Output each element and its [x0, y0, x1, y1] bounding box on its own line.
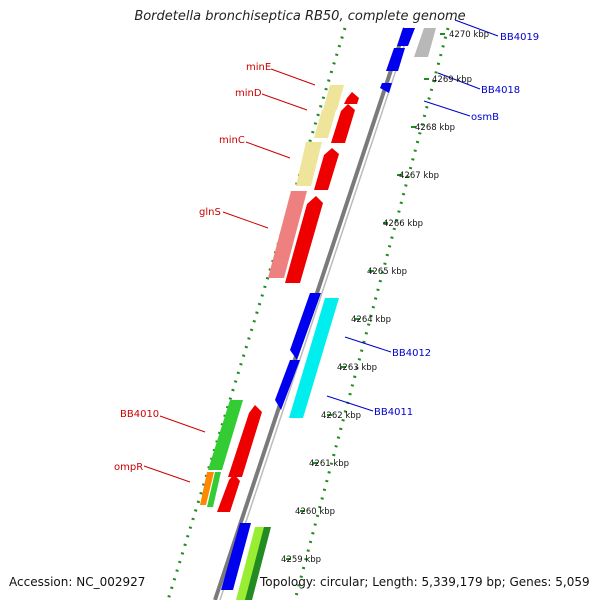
- cds-mine[interactable]: [344, 92, 359, 104]
- cds-bb4018[interactable]: [386, 48, 405, 71]
- scale-label-4265: 4265 kbp: [367, 267, 407, 277]
- topology-text: Topology: circular; Length: 5,339,179 bp…: [260, 575, 590, 589]
- scale-label-4259: 4259 kbp: [281, 555, 321, 565]
- leader-bb4010: [159, 415, 206, 433]
- scale-label-4269: 4269 kbp: [432, 75, 472, 85]
- cds-mind[interactable]: [331, 104, 355, 143]
- scale-label-4266: 4266 kbp: [383, 219, 423, 229]
- scale-label-4268: 4268 kbp: [415, 123, 455, 133]
- scale-label-4270: 4270 kbp: [449, 30, 489, 40]
- cds-bb4012-b[interactable]: [275, 360, 300, 410]
- leader-ompr: [143, 465, 191, 483]
- gray-feature: [414, 28, 436, 57]
- cds-bb4012-a[interactable]: [290, 293, 321, 360]
- scale-label-4262: 4262 kbp: [321, 411, 361, 421]
- leader-mine: [270, 68, 316, 86]
- leader-minc: [245, 141, 291, 159]
- cog-bottom-darkgreen: [245, 527, 271, 600]
- cds-bb4019[interactable]: [397, 28, 415, 46]
- cog-ompr-green: [207, 472, 221, 507]
- scale-label-4261: 4261 kbp: [309, 459, 349, 469]
- cds-bottom-blue[interactable]: [221, 523, 251, 590]
- cds-osmb[interactable]: [380, 83, 392, 93]
- gene-label-osmb[interactable]: osmB: [471, 112, 499, 123]
- gene-label-bb4018[interactable]: BB4018: [481, 85, 520, 96]
- cds-glns[interactable]: [285, 196, 323, 283]
- leader-bb4011: [326, 395, 374, 412]
- leader-glns: [222, 211, 269, 229]
- scale-label-4264: 4264 kbp: [351, 315, 391, 325]
- scale-label-4260: 4260 kbp: [295, 507, 335, 517]
- map-title: Bordetella bronchiseptica RB50, complete…: [134, 9, 466, 24]
- gene-label-minc[interactable]: minC: [219, 135, 245, 146]
- cds-bb4010[interactable]: [228, 405, 262, 477]
- backbone-light: [219, 27, 411, 600]
- cog-mine: [323, 85, 344, 110]
- cog-minc: [296, 142, 322, 186]
- scale-ticks: [286, 33, 445, 560]
- cds-ompr[interactable]: [217, 474, 240, 512]
- cds-minc[interactable]: [314, 148, 339, 190]
- cog-ompr-orange: [200, 472, 214, 505]
- gene-label-mind[interactable]: minD: [235, 88, 262, 99]
- gene-label-glns[interactable]: glnS: [199, 207, 221, 218]
- cog-mind: [314, 110, 336, 138]
- cog-bb4010: [208, 400, 243, 470]
- gene-label-mine[interactable]: minE: [246, 62, 271, 73]
- leader-bb4018: [437, 72, 481, 90]
- leader-osmb: [423, 100, 471, 117]
- leader-bb4012: [344, 336, 392, 353]
- gene-label-bb4010[interactable]: BB4010: [120, 409, 159, 420]
- scale-label-4263: 4263 kbp: [337, 363, 377, 373]
- gene-label-bb4019[interactable]: BB4019: [500, 32, 539, 43]
- gene-label-bb4011[interactable]: BB4011: [374, 407, 413, 418]
- leader-bb4019: [454, 19, 499, 37]
- scale-label-4267: 4267 kbp: [399, 171, 439, 181]
- cog-glns: [268, 191, 307, 278]
- gene-label-ompr[interactable]: ompR: [114, 462, 143, 473]
- cog-bb4011: [289, 298, 339, 418]
- outer-tick-ring: [166, 27, 347, 600]
- gene-label-bb4012[interactable]: BB4012: [392, 348, 431, 359]
- leader-mind: [261, 93, 308, 111]
- accession-text: Accession: NC_002927: [9, 575, 146, 589]
